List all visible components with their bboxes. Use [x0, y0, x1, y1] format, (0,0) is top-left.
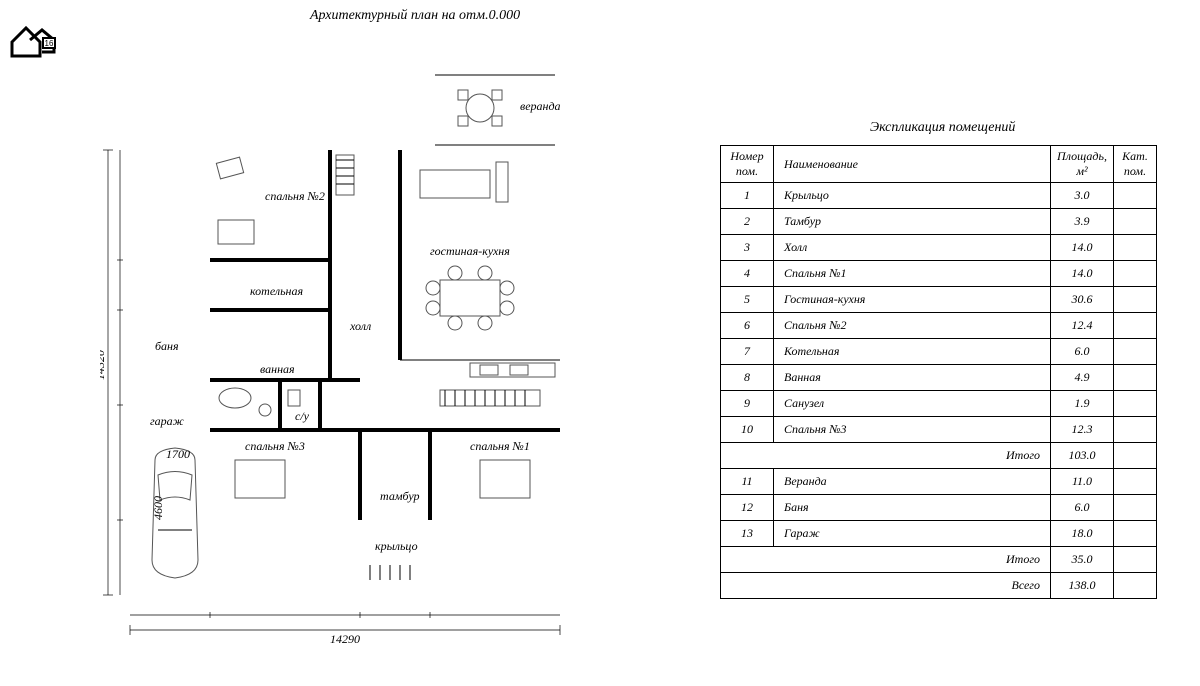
label-bath: ванная: [260, 362, 295, 376]
subtotal-row: Итого103.0: [721, 443, 1157, 469]
label-hall: холл: [349, 319, 371, 333]
table-row: 1Крыльцо3.0: [721, 183, 1157, 209]
logo-icon: 16: [8, 20, 58, 60]
col-cat: Кат. пом.: [1114, 146, 1157, 183]
subtotal-row: Итого35.0: [721, 547, 1157, 573]
label-garage: гараж: [150, 414, 184, 428]
table-row: 3Холл14.0: [721, 235, 1157, 261]
table-row: 2Тамбур3.9: [721, 209, 1157, 235]
floor-plan: веранда спальня №2 гост: [100, 60, 600, 660]
subtotal-row: Всего138.0: [721, 573, 1157, 599]
car-width: 1700: [166, 447, 190, 461]
dim-height: 14320: [100, 350, 107, 380]
plan-title: Архитектурный план на отм.0.000: [310, 8, 520, 24]
table-row: 7Котельная6.0: [721, 339, 1157, 365]
table-row: 10Спальня №312.3: [721, 417, 1157, 443]
col-name: Наименование: [774, 146, 1051, 183]
rooms-table: Номер пом. Наименование Площадь, м² Кат.…: [720, 145, 1157, 599]
label-porch: крыльцо: [375, 539, 418, 553]
label-bedroom2: спальня №2: [265, 189, 325, 203]
car-length: 4600: [151, 496, 165, 520]
label-living: гостиная-кухня: [430, 244, 510, 258]
label-veranda: веранда: [520, 99, 561, 113]
table-title: Экспликация помещений: [870, 120, 1015, 136]
label-wc: с/у: [295, 409, 310, 423]
label-tambur: тамбур: [380, 489, 420, 503]
label-banya: баня: [155, 339, 179, 353]
label-boiler: котельная: [250, 284, 303, 298]
table-row: 6Спальня №212.4: [721, 313, 1157, 339]
table-row: 8Ванная4.9: [721, 365, 1157, 391]
table-row: 13Гараж18.0: [721, 521, 1157, 547]
label-bedroom1: спальня №1: [470, 439, 530, 453]
label-bedroom3: спальня №3: [245, 439, 305, 453]
svg-text:16: 16: [45, 39, 54, 48]
dim-width: 14290: [330, 632, 360, 646]
col-num: Номер пом.: [721, 146, 774, 183]
col-area: Площадь, м²: [1051, 146, 1114, 183]
table-row: 11Веранда11.0: [721, 469, 1157, 495]
table-row: 5Гостиная-кухня30.6: [721, 287, 1157, 313]
table-header: Номер пом. Наименование Площадь, м² Кат.…: [721, 146, 1157, 183]
table-row: 4Спальня №114.0: [721, 261, 1157, 287]
table-row: 9Санузел1.9: [721, 391, 1157, 417]
table-row: 12Баня6.0: [721, 495, 1157, 521]
